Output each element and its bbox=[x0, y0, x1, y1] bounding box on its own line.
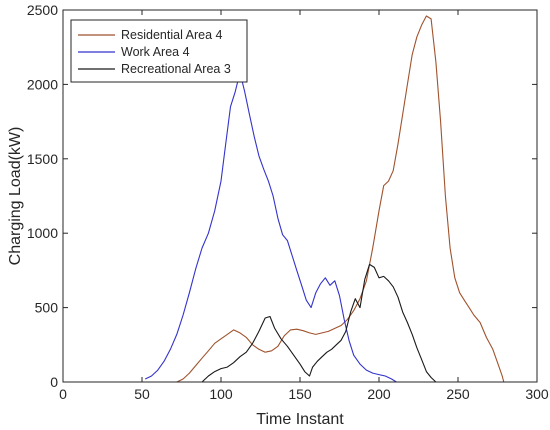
y-tick-label-2500: 2500 bbox=[27, 2, 58, 18]
x-tick-label-50: 50 bbox=[134, 386, 150, 402]
series-line-work-area-4 bbox=[144, 71, 397, 383]
y-ticks: 0 500 1000 1500 2000 2500 bbox=[27, 2, 537, 390]
x-tick-label-100: 100 bbox=[209, 386, 233, 402]
x-tick-label-150: 150 bbox=[288, 386, 312, 402]
y-tick-label-1000: 1000 bbox=[27, 225, 58, 241]
series-layer bbox=[144, 15, 505, 383]
x-axis-label: Time Instant bbox=[256, 411, 344, 428]
x-tick-label-300: 300 bbox=[525, 386, 549, 402]
x-tick-label-0: 0 bbox=[59, 386, 67, 402]
legend: Residential Area 4 Work Area 4 Recreatio… bbox=[70, 19, 248, 83]
series-line-recreational-area-3 bbox=[201, 263, 437, 383]
y-tick-label-0: 0 bbox=[50, 374, 58, 390]
x-ticks: 0 50 100 150 200 250 300 bbox=[59, 10, 549, 402]
x-tick-label-250: 250 bbox=[446, 386, 470, 402]
legend-label-residential-area-4: Residential Area 4 bbox=[121, 28, 223, 42]
y-tick-label-500: 500 bbox=[35, 300, 59, 316]
legend-label-recreational-area-3: Recreational Area 3 bbox=[121, 62, 231, 76]
legend-label-work-area-4: Work Area 4 bbox=[121, 45, 190, 59]
x-tick-label-200: 200 bbox=[367, 386, 391, 402]
y-tick-label-2000: 2000 bbox=[27, 76, 58, 92]
legend-box bbox=[70, 19, 248, 83]
y-tick-label-1500: 1500 bbox=[27, 151, 58, 167]
series-line-residential-area-4 bbox=[176, 15, 505, 383]
y-axis-label: Charging Load(kW) bbox=[7, 127, 24, 266]
